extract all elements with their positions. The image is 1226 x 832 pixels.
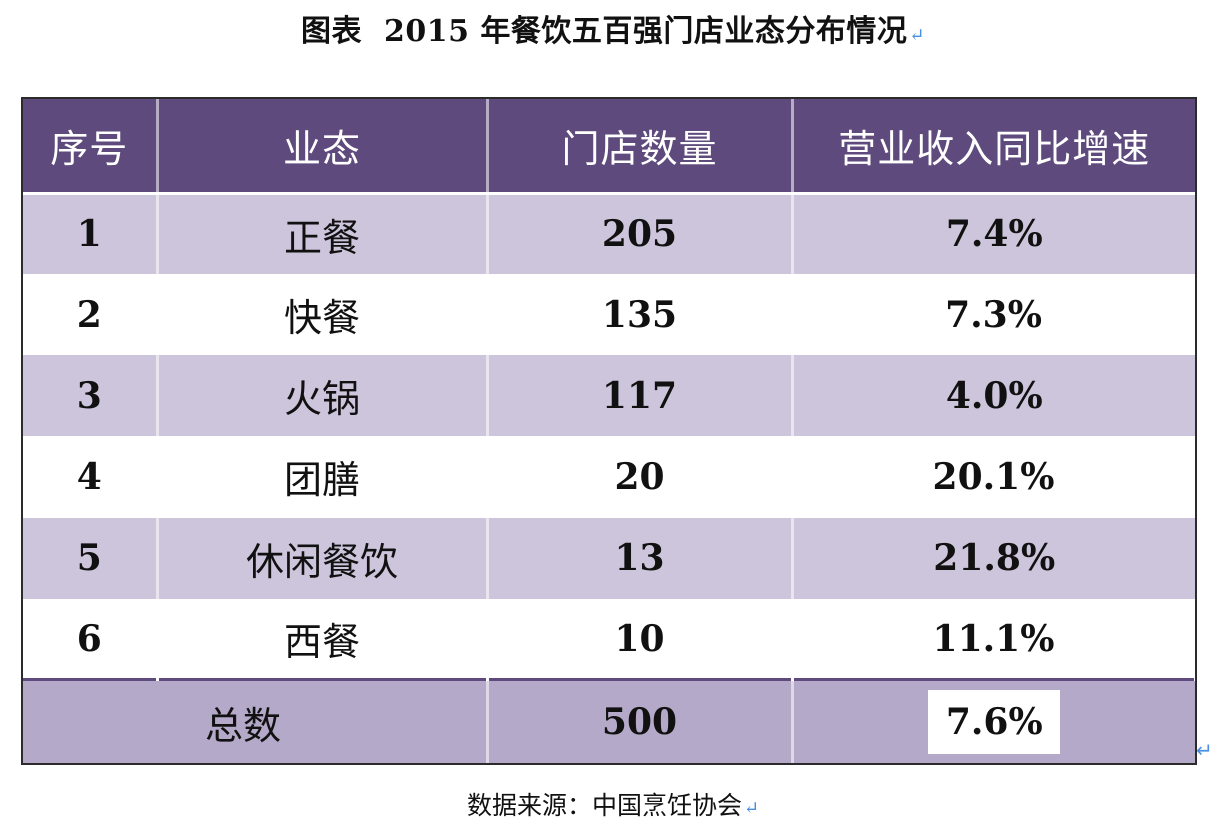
cell-growth: 20.1% (792, 436, 1195, 518)
cell-stores: 10 (487, 598, 794, 680)
cell-growth: 7.4% (792, 193, 1195, 275)
cell-type: 西餐 (157, 598, 489, 680)
header-no: 序号 (23, 99, 159, 195)
cell-no: 3 (23, 355, 159, 437)
data-source: 数据来源：中国烹饪协会 ↵ (0, 786, 1226, 822)
cell-no: 4 (23, 436, 159, 518)
total-stores: 500 (487, 678, 794, 763)
header-growth: 营业收入同比增速 (792, 99, 1195, 195)
cell-no: 2 (23, 274, 159, 356)
header-type: 业态 (157, 99, 489, 195)
cell-growth: 11.1% (792, 598, 1195, 680)
table-total-row: 总数 500 7.6% (23, 678, 1195, 763)
chart-title: 图表 2015 年餐饮五百强门店业态分布情况 ↵ (0, 6, 1226, 50)
paragraph-return-icon: ↵ (909, 25, 926, 46)
cell-stores: 135 (487, 274, 794, 356)
title-text: 2015 年餐饮五百强门店业态分布情况 (383, 14, 908, 49)
cell-no: 1 (23, 193, 159, 275)
cell-no: 6 (23, 598, 159, 680)
total-growth-cell: 7.6% (792, 678, 1195, 763)
total-label: 总数 (23, 678, 489, 763)
cell-growth: 21.8% (792, 517, 1195, 599)
cell-type: 休闲餐饮 (157, 517, 489, 599)
source-text: 数据来源：中国烹饪协会 (466, 791, 742, 820)
cell-growth: 7.3% (792, 274, 1195, 356)
cell-type: 正餐 (157, 193, 489, 275)
cell-no: 5 (23, 517, 159, 599)
cell-stores: 20 (487, 436, 794, 518)
paragraph-return-icon: ↵ (1196, 738, 1213, 762)
cell-type: 团膳 (157, 436, 489, 518)
title-label: 图表 (300, 14, 362, 49)
header-stores: 门店数量 (487, 99, 794, 195)
table-row: 3 火锅 117 4.0% (23, 355, 1195, 437)
cell-type: 火锅 (157, 355, 489, 437)
cell-stores: 117 (487, 355, 794, 437)
table-row: 1 正餐 205 7.4% (23, 193, 1195, 275)
table-row: 6 西餐 10 11.1% (23, 598, 1195, 680)
table-row: 2 快餐 135 7.3% (23, 274, 1195, 356)
cell-growth: 4.0% (792, 355, 1195, 437)
table-header-row: 序号 业态 门店数量 营业收入同比增速 (23, 99, 1195, 195)
paragraph-return-icon: ↵ (743, 798, 760, 819)
cell-stores: 13 (487, 517, 794, 599)
store-format-table: 序号 业态 门店数量 营业收入同比增速 1 正餐 205 7.4% 2 快餐 1… (21, 97, 1197, 765)
total-growth: 7.6% (928, 690, 1061, 755)
table-row: 5 休闲餐饮 13 21.8% (23, 517, 1195, 599)
table-row: 4 团膳 20 20.1% (23, 436, 1195, 518)
cell-type: 快餐 (157, 274, 489, 356)
cell-stores: 205 (487, 193, 794, 275)
